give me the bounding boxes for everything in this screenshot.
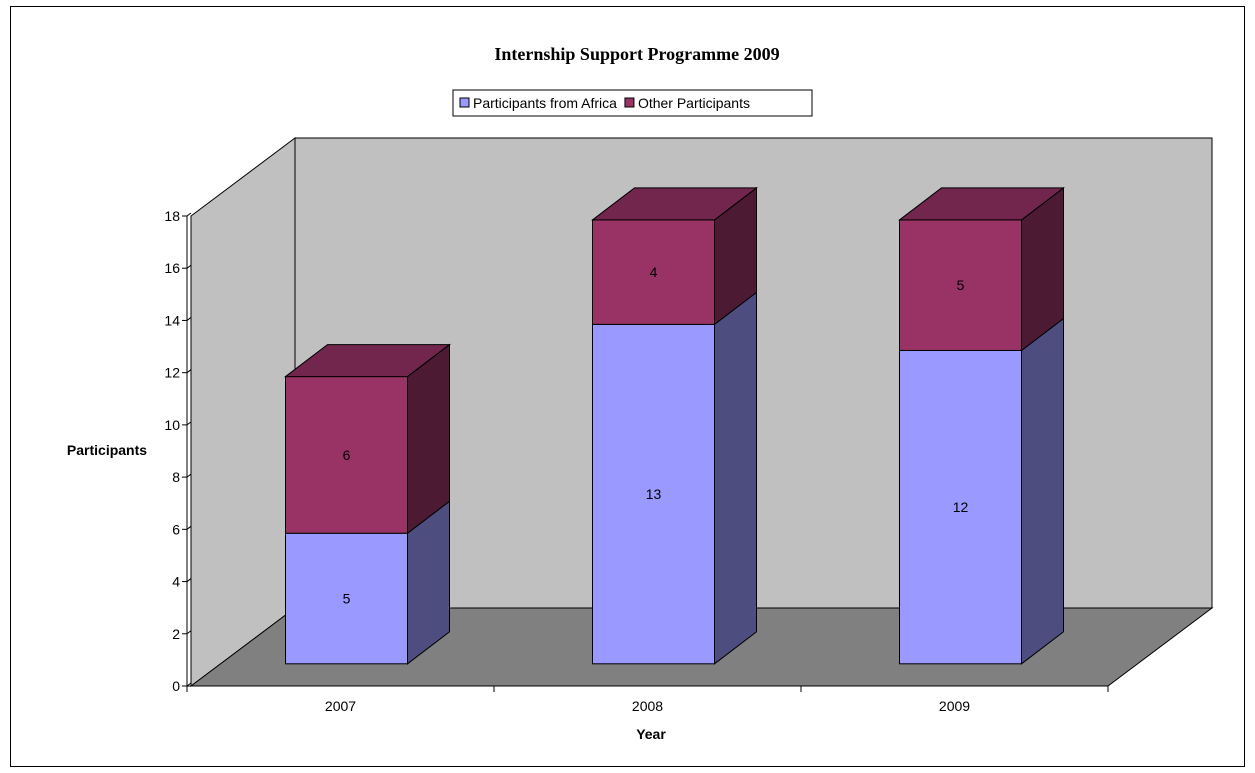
y-tick-connector	[186, 264, 192, 269]
data-label: 13	[646, 486, 662, 502]
data-label: 5	[343, 591, 351, 607]
x-axis-title: Year	[636, 726, 666, 742]
x-tick-label: 2008	[632, 698, 663, 714]
bar-top	[284, 344, 451, 378]
y-tick-connector	[186, 317, 192, 321]
y-axis-title: Participants	[67, 442, 147, 458]
bar-front-other	[592, 219, 715, 325]
y-tick-label: 0	[172, 678, 180, 694]
bar-side-africa	[1021, 317, 1064, 665]
x-tick-label: 2009	[939, 698, 970, 714]
y-tick-connector	[186, 212, 192, 217]
data-labels: 5 6 13 4 12 5	[343, 264, 969, 606]
y-tick-label: 12	[164, 365, 180, 381]
legend: Participants from Africa Other Participan…	[452, 89, 813, 117]
x-tick-label: 2007	[325, 698, 356, 714]
bar-front-other	[285, 376, 408, 534]
y-tick-label: 14	[164, 312, 180, 328]
data-label: 4	[650, 264, 658, 280]
y-tick-label: 16	[164, 260, 180, 276]
y-tick-connector	[186, 369, 192, 374]
legend-swatch-other	[624, 97, 635, 108]
bars	[284, 186, 1065, 665]
y-tick-label: 6	[172, 521, 180, 537]
y-axis: 0 2 4 6 8 10 12 14 16 18	[164, 208, 192, 694]
bar-side-africa	[714, 291, 757, 665]
chart-frame: 0 2 4 6 8 10 12 14 16 18 2007 2008 2009 5 6 13 4 12 5 In…	[10, 6, 1245, 767]
x-axis: 2007 2008 2009	[186, 685, 1109, 714]
y-tick-connector	[186, 421, 192, 426]
legend-swatch-africa	[459, 97, 470, 108]
y-tick-connector	[186, 630, 192, 635]
bar-front-other	[899, 219, 1022, 351]
legend-label-africa: Participants from Africa	[473, 95, 617, 111]
bar-top	[898, 187, 1065, 221]
y-tick-connector	[186, 578, 192, 582]
bar-side-other	[407, 343, 450, 535]
y-tick-connector	[186, 525, 192, 530]
legend-label-other: Other Participants	[638, 95, 750, 111]
y-tick-label: 18	[164, 208, 180, 224]
side-wall	[190, 137, 296, 687]
y-tick-label: 10	[164, 417, 180, 433]
y-tick-label: 8	[172, 469, 180, 485]
chart-svg: 0 2 4 6 8 10 12 14 16 18 2007 2008 2009 5 6 13 4 12 5 In…	[67, 44, 1214, 742]
data-label: 12	[953, 499, 969, 515]
bar-front-africa	[592, 323, 715, 665]
chart-title: Internship Support Programme 2009	[494, 44, 779, 64]
bar-front-africa	[899, 349, 1022, 665]
y-tick-connector	[186, 473, 192, 478]
y-tick-label: 4	[172, 574, 180, 590]
y-tick-label: 2	[172, 626, 180, 642]
data-label: 6	[343, 447, 351, 463]
data-label: 5	[957, 277, 965, 293]
bar-top	[591, 187, 758, 221]
